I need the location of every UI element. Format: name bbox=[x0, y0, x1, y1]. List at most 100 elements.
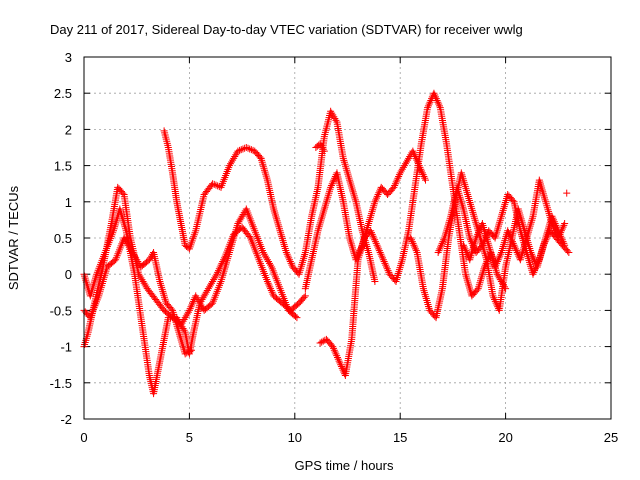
data-point bbox=[367, 227, 375, 235]
data-point bbox=[180, 326, 188, 334]
data-point bbox=[134, 258, 142, 266]
y-tick-label: -1 bbox=[60, 340, 72, 355]
data-point bbox=[494, 272, 502, 280]
data-point bbox=[512, 247, 520, 255]
data-point bbox=[492, 261, 500, 269]
data-point bbox=[138, 276, 146, 284]
data-point bbox=[328, 180, 336, 188]
data-point bbox=[459, 241, 467, 249]
data-point bbox=[130, 250, 138, 258]
data-point bbox=[196, 299, 204, 307]
data-point bbox=[198, 303, 206, 311]
data-point bbox=[330, 344, 338, 352]
data-point bbox=[474, 229, 482, 237]
data-point bbox=[408, 236, 416, 244]
data-point bbox=[460, 243, 468, 251]
data-point bbox=[262, 254, 270, 262]
data-point bbox=[238, 212, 246, 220]
data-point bbox=[203, 286, 211, 294]
data-point bbox=[316, 140, 324, 148]
data-point bbox=[225, 162, 233, 170]
data-point bbox=[400, 162, 408, 170]
data-point bbox=[334, 355, 342, 363]
data-point bbox=[382, 261, 390, 269]
data-point bbox=[398, 165, 406, 173]
data-point bbox=[286, 256, 294, 264]
data-point bbox=[188, 301, 196, 309]
data-point bbox=[497, 250, 505, 258]
data-point bbox=[558, 236, 566, 244]
data-point bbox=[373, 241, 381, 249]
data-point bbox=[377, 250, 385, 258]
data-point bbox=[420, 172, 428, 180]
data-point bbox=[437, 241, 445, 249]
data-point bbox=[209, 277, 217, 285]
data-point bbox=[261, 252, 269, 260]
data-point bbox=[239, 145, 247, 153]
data-point bbox=[559, 223, 567, 231]
data-point bbox=[237, 214, 245, 222]
data-point bbox=[124, 241, 132, 249]
data-point bbox=[317, 142, 325, 150]
data-point bbox=[417, 165, 425, 173]
data-point bbox=[549, 221, 557, 229]
y-axis-label: SDTVAR / TECUs bbox=[6, 185, 21, 290]
data-point bbox=[495, 254, 503, 262]
y-tick-label: 2 bbox=[65, 122, 72, 137]
data-point bbox=[493, 259, 501, 267]
x-tick-label: 0 bbox=[80, 430, 87, 445]
data-point bbox=[178, 319, 186, 327]
data-point bbox=[440, 236, 448, 244]
data-point bbox=[259, 248, 267, 256]
data-point bbox=[263, 256, 271, 264]
data-point bbox=[330, 176, 338, 184]
y-tick-label: 2.5 bbox=[54, 86, 72, 101]
data-point bbox=[425, 100, 433, 108]
data-point bbox=[242, 144, 250, 151]
data-point bbox=[550, 225, 558, 233]
data-point bbox=[214, 268, 222, 276]
data-point bbox=[181, 350, 189, 358]
data-point bbox=[234, 147, 242, 155]
data-point bbox=[550, 223, 558, 231]
data-point bbox=[418, 169, 426, 177]
data-point bbox=[137, 274, 145, 282]
data-point bbox=[435, 102, 443, 110]
data-point bbox=[427, 96, 435, 104]
data-point bbox=[136, 272, 144, 280]
data-point bbox=[383, 265, 391, 273]
data-point bbox=[509, 239, 517, 247]
plot-frame bbox=[83, 56, 612, 420]
data-point bbox=[472, 234, 480, 242]
data-point bbox=[382, 263, 390, 271]
data-point bbox=[264, 279, 272, 287]
data-point bbox=[197, 301, 205, 309]
data-point bbox=[530, 268, 538, 276]
data-point bbox=[300, 293, 308, 301]
data-point bbox=[412, 247, 420, 255]
data-point bbox=[511, 243, 519, 251]
data-point bbox=[128, 248, 136, 256]
data-point bbox=[474, 230, 482, 238]
data-point bbox=[489, 292, 497, 300]
data-point bbox=[391, 182, 399, 190]
data-point bbox=[496, 252, 504, 260]
data-point bbox=[410, 149, 418, 157]
data-point bbox=[329, 111, 337, 119]
data-point bbox=[492, 299, 500, 307]
data-point bbox=[370, 234, 378, 242]
y-tick-label: -2 bbox=[60, 412, 72, 427]
data-point bbox=[266, 259, 274, 267]
data-point bbox=[409, 239, 417, 247]
data-point bbox=[559, 238, 567, 246]
data-points bbox=[80, 89, 573, 398]
data-point bbox=[557, 227, 565, 235]
data-point bbox=[404, 156, 412, 164]
data-point bbox=[285, 254, 293, 262]
y-tick-label: -0.5 bbox=[50, 303, 72, 318]
data-point bbox=[214, 182, 222, 190]
data-point bbox=[329, 178, 337, 186]
data-point bbox=[123, 239, 131, 247]
data-point bbox=[210, 276, 218, 284]
data-point bbox=[491, 263, 499, 271]
